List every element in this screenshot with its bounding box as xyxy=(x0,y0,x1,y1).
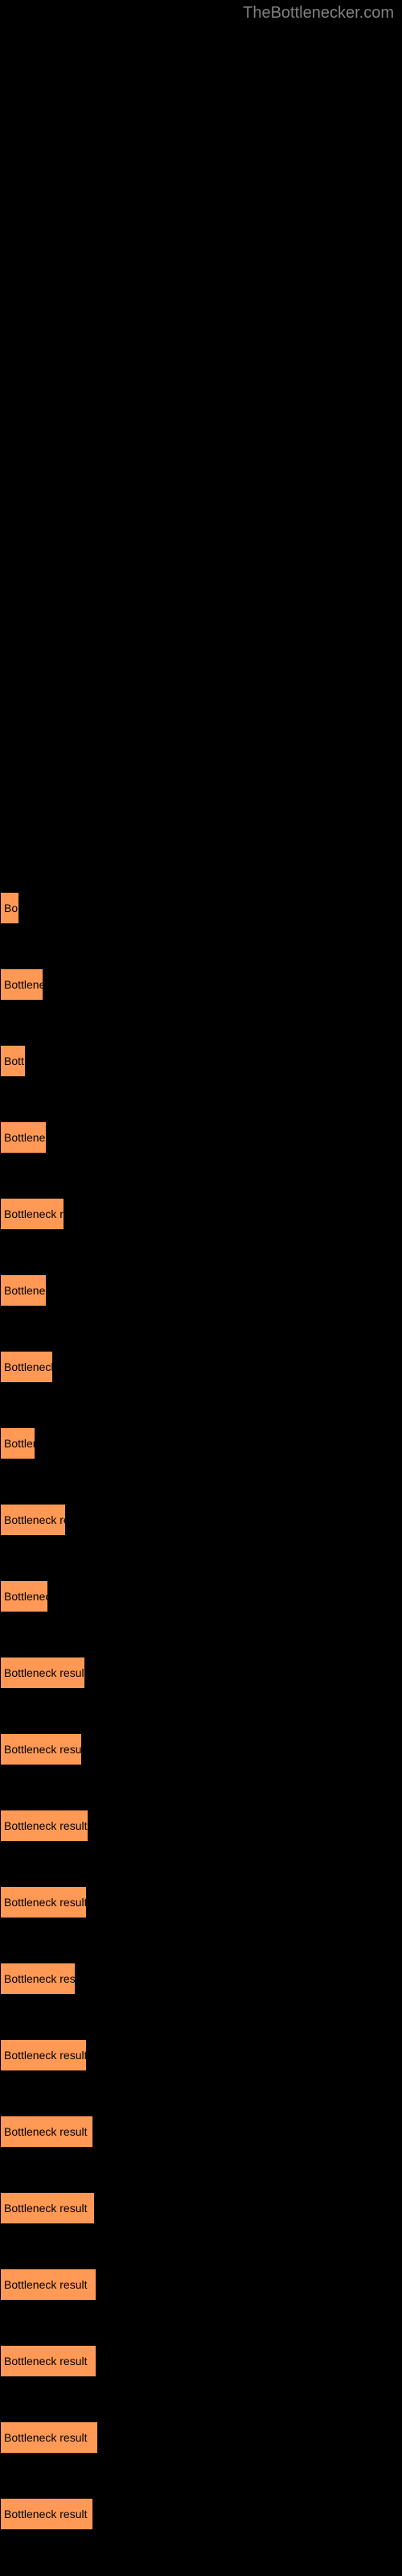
bar-row: Bottleneck result xyxy=(0,2190,402,2226)
bar-label: Bottler xyxy=(4,1437,35,1450)
bar-row: Bottleneck re xyxy=(0,1195,402,1232)
bar: Bottleneck resu xyxy=(0,1963,76,1995)
bar: Bottleneck result xyxy=(0,1733,82,1765)
bar: Bottleneck re xyxy=(0,1504,66,1536)
bar-row: Bottlenec xyxy=(0,1119,402,1155)
bar-label: Bottlenec xyxy=(4,1284,46,1297)
bar-row: Bottleneck re xyxy=(0,1501,402,1538)
bar: Bottleneck xyxy=(0,1351,53,1383)
bar: Bottler xyxy=(0,1427,35,1459)
bar-label: Bottleneck result xyxy=(4,2202,88,2215)
bar-row: Bottleneck result xyxy=(0,1654,402,1690)
bar-label: Bottleneck result xyxy=(4,1896,86,1909)
bar-label: Bottleneck result xyxy=(4,2508,88,2520)
bar-row: Bottleneck result xyxy=(0,2266,402,2302)
bar-label: Bottlene xyxy=(4,978,43,991)
bar-label: Bottleneck result xyxy=(4,2355,88,2368)
bar-row: Bottlene xyxy=(0,966,402,1002)
bar-label: Bott xyxy=(4,1055,24,1067)
bar-label: Bottlenec xyxy=(4,1131,46,1144)
bar-label: Bottleneck result xyxy=(4,2278,88,2291)
bar-label: Bottleneck result xyxy=(4,2049,86,2062)
bar-label: Bottleneck result xyxy=(4,1743,81,1756)
bar-row: Bottleneck result xyxy=(0,2496,402,2532)
bar-label: Bo xyxy=(4,902,18,914)
bar: Bottleneck result xyxy=(0,2268,96,2301)
bar: Bottleneck result xyxy=(0,2421,98,2454)
bar-row: Bottlenec xyxy=(0,1578,402,1614)
bar: Bott xyxy=(0,1045,26,1077)
bar-label: Bottleneck result xyxy=(4,1666,84,1679)
bar: Bottleneck result xyxy=(0,2192,95,2224)
bar: Bottleneck result xyxy=(0,1810,88,1842)
bar-label: Bottleneck xyxy=(4,1360,52,1373)
bar-chart: Bo Bottlene Bott Bottlenec Bottleneck re Bott… xyxy=(0,890,402,2572)
bar-row: Bottleneck result xyxy=(0,1884,402,1920)
bar-row: Bottleneck result xyxy=(0,2419,402,2455)
bar-label: Bottleneck re xyxy=(4,1208,64,1220)
bar-row: Bottler xyxy=(0,1425,402,1461)
bar: Bottlenec xyxy=(0,1274,47,1307)
bar-row: Bottleneck result xyxy=(0,2037,402,2073)
bar-label: Bottleneck resu xyxy=(4,1972,75,1985)
bar: Bottlenec xyxy=(0,1121,47,1154)
bar-row: Bottleneck result xyxy=(0,2113,402,2149)
bar-row: Bottlenec xyxy=(0,1272,402,1308)
bar-row: Bottleneck result xyxy=(0,2343,402,2379)
bar-row: Bottleneck xyxy=(0,1348,402,1385)
bar: Bo xyxy=(0,892,19,924)
bar: Bottleneck result xyxy=(0,2498,93,2530)
bar: Bottleneck re xyxy=(0,1198,64,1230)
bar: Bottleneck result xyxy=(0,2345,96,2377)
bar-row: Bottleneck result xyxy=(0,1731,402,1767)
bar-label: Bottleneck result xyxy=(4,2431,88,2444)
bar: Bottleneck result xyxy=(0,2039,87,2071)
bar: Bottleneck result xyxy=(0,1657,85,1689)
bar-row: Bott xyxy=(0,1042,402,1079)
bar: Bottlenec xyxy=(0,1580,48,1612)
watermark: TheBottlenecker.com xyxy=(243,4,394,23)
bar: Bottleneck result xyxy=(0,2116,93,2148)
bar-label: Bottleneck result xyxy=(4,1819,88,1832)
bar-label: Bottleneck result xyxy=(4,2125,88,2138)
bar: Bottleneck result xyxy=(0,1886,87,1918)
bar-row: Bottleneck result xyxy=(0,1807,402,1843)
bar-label: Bottleneck re xyxy=(4,1513,65,1526)
bar: Bottlene xyxy=(0,968,43,1001)
bar-row: Bo xyxy=(0,890,402,926)
bar-label: Bottlenec xyxy=(4,1590,47,1603)
bar-row: Bottleneck resu xyxy=(0,1960,402,1996)
